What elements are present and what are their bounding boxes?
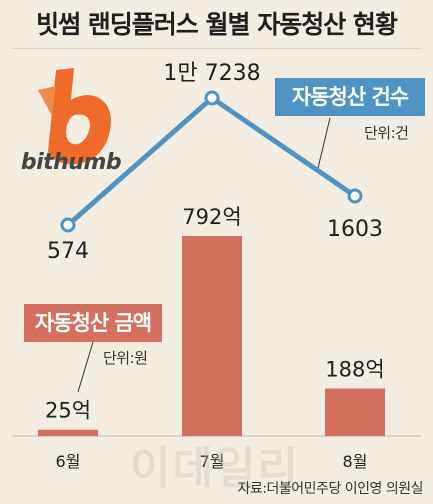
bar-8월: [325, 388, 385, 436]
bar-7월: [182, 236, 242, 436]
legend-bar-series: 자동청산 금액: [24, 304, 162, 342]
line-value-label: 1603: [327, 217, 383, 242]
line-point-7월: [204, 90, 220, 106]
x-tick-label: 6월: [56, 452, 81, 471]
x-tick-label: 7월: [200, 452, 225, 471]
bar-value-label: 25억: [45, 399, 91, 423]
title-divider: [12, 48, 421, 49]
source-note: 자료:더불어민주당 이인영 의원실: [237, 481, 424, 497]
bar-value-label: 792억: [182, 205, 241, 229]
unit-line-series: 단위:건: [364, 124, 409, 142]
watermark: 이데일리: [130, 443, 300, 494]
legend-line-leader: [317, 117, 331, 169]
chart-title: 빗썸 랜딩플러스 월별 자동청산 현황: [36, 10, 398, 39]
line-point-6월: [60, 217, 76, 233]
x-tick-label: 8월: [343, 452, 368, 471]
line-value-label: 1만 7238: [163, 61, 260, 86]
bar-6월: [38, 429, 98, 436]
line-point-8월: [347, 188, 363, 204]
legend-line-series: 자동청산 건수: [275, 78, 425, 116]
logo-wordmark: bithumb: [20, 150, 122, 175]
bithumb-logo-icon: [38, 68, 111, 165]
unit-bar-series: 단위:원: [103, 349, 148, 367]
bar-value-label: 188억: [325, 358, 384, 382]
legend-bar-leader: [77, 341, 94, 393]
line-value-label: 574: [47, 239, 89, 264]
